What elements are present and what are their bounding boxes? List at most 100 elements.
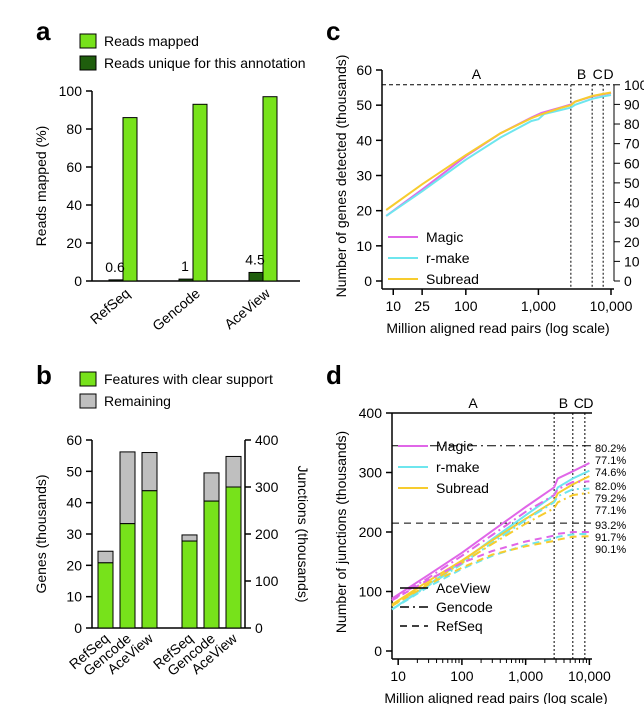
pct-label-magic-refseq: 93.2%: [595, 520, 626, 532]
data-label-unique-refseq: 0.6: [105, 259, 125, 275]
x-tick-label-a: Gencode: [149, 285, 203, 334]
y-tick-label-c-right: 70: [624, 136, 640, 152]
series-line-r-make: [385, 94, 612, 217]
y-tick-label-b-left: 30: [66, 526, 82, 542]
pct-label-magic-gencode: 82.0%: [595, 481, 626, 493]
bar-remaining-aceview: [225, 455, 242, 488]
legend-swatch-clear-support: [79, 371, 97, 387]
series-line-subread: [385, 91, 612, 211]
y-tick-label-b-right: 300: [255, 479, 279, 495]
legend-label-d-magic: Magic: [436, 438, 473, 454]
legend-label-style-aceview: AceView: [436, 580, 491, 596]
y-tick-label-a: 0: [74, 273, 82, 289]
bar-supported-refseq: [97, 562, 114, 629]
bar-unique-refseq: [108, 279, 124, 282]
y-tick-label-c: 60: [356, 62, 372, 78]
legend-swatch-reads-unique: [79, 55, 97, 71]
legend-label-c-subread: Subread: [426, 271, 479, 287]
panel-label-c: c: [326, 16, 340, 46]
legend-swatch-reads-mapped: [79, 33, 97, 49]
y-axis-label-b-right: Junctions (thousands): [295, 466, 311, 603]
legend-label-d-subread: Subread: [436, 480, 489, 496]
legend-label-remaining: Remaining: [104, 393, 171, 409]
y-tick-label-d: 200: [359, 524, 383, 540]
y-tick-label-c: 0: [364, 273, 372, 289]
x-tick-label-d: 10,000: [568, 668, 611, 684]
x-tick-label-c: 10,000: [590, 298, 633, 314]
x-tick-label-d: 10: [390, 668, 406, 684]
y-tick-label-c: 40: [356, 132, 372, 148]
y-axis-label-c: Number of genes detected (thousands): [333, 55, 349, 298]
region-label-c: D: [604, 66, 614, 82]
y-axis-label-b-left: Genes (thousands): [33, 474, 49, 593]
series-line-r-make-gencode: [391, 487, 590, 611]
y-tick-label-b-left: 20: [66, 557, 82, 573]
bar-remaining-gencode: [119, 451, 136, 525]
y-tick-label-c: 20: [356, 203, 372, 219]
legend-label-clear-support: Features with clear support: [104, 371, 273, 387]
series-line-magic: [385, 91, 612, 217]
legend-label-reads-unique: Reads unique for this annotation: [104, 55, 306, 71]
pct-label-r-make-aceview: 77.1%: [595, 455, 626, 467]
y-tick-label-c: 10: [356, 238, 372, 254]
series-line-subread-gencode: [391, 491, 590, 607]
region-label-c: A: [472, 66, 482, 82]
y-axis-label-d: Number of junctions (thousands): [333, 431, 349, 633]
y-tick-label-a: 60: [66, 159, 82, 175]
y-tick-label-c-right: 20: [624, 234, 640, 250]
x-tick-label-c: 100: [454, 298, 478, 314]
bar-supported-gencode: [203, 500, 220, 629]
bar-unique-gencode: [178, 278, 194, 282]
bar-supported-aceview: [141, 490, 158, 629]
pct-label-r-make-gencode: 79.2%: [595, 493, 626, 505]
pct-label-magic-aceview: 80.2%: [595, 443, 626, 455]
region-label-d: B: [559, 395, 568, 411]
x-tick-label-d: 100: [450, 668, 474, 684]
pct-label-r-make-refseq: 91.7%: [595, 532, 626, 544]
legend-label-reads-mapped: Reads mapped: [104, 33, 199, 49]
y-tick-label-c-right: 10: [624, 253, 640, 269]
bar-mapped-gencode: [192, 103, 208, 282]
y-tick-label-c-right: 100: [624, 77, 644, 93]
y-tick-label-c-right: 40: [624, 195, 640, 211]
bar-mapped-aceview: [262, 96, 278, 282]
bar-remaining-aceview: [141, 452, 158, 492]
y-tick-label-c-right: 90: [624, 96, 640, 112]
legend-label-c-r-make: r-make: [426, 250, 470, 266]
y-tick-label-d: 100: [359, 584, 383, 600]
legend-label-style-gencode: Gencode: [436, 599, 493, 615]
region-label-c: C: [593, 66, 603, 82]
series-line-magic-refseq: [391, 531, 590, 602]
y-tick-label-c-right: 60: [624, 155, 640, 171]
region-label-d: A: [468, 395, 478, 411]
x-tick-label-a: RefSeq: [87, 285, 133, 327]
pct-label-subread-aceview: 74.6%: [595, 467, 626, 479]
x-tick-label-d: 1,000: [508, 668, 543, 684]
series-line-r-make-refseq: [391, 532, 590, 611]
series-line-r-make-aceview: [391, 469, 590, 611]
pct-label-subread-gencode: 77.1%: [595, 505, 626, 517]
x-axis-label-d: Million aligned read pairs (log scale): [384, 690, 607, 704]
legend-swatch-remaining: [79, 393, 97, 409]
series-line-magic-aceview: [391, 462, 590, 600]
region-label-c: B: [577, 66, 586, 82]
y-tick-label-b-left: 50: [66, 463, 82, 479]
y-tick-label-d: 300: [359, 465, 383, 481]
region-label-d: D: [583, 395, 593, 411]
y-tick-label-b-right: 100: [255, 573, 279, 589]
x-axis-label-c: Million aligned read pairs (log scale): [386, 320, 609, 336]
y-tick-label-b-right: 200: [255, 526, 279, 542]
series-line-subread-refseq: [391, 535, 590, 607]
bar-remaining-gencode: [203, 472, 220, 502]
y-tick-label-c-right: 80: [624, 116, 640, 132]
data-label-unique-aceview: 4.5: [245, 251, 265, 267]
x-tick-label-c: 25: [414, 298, 430, 314]
legend-label-c-magic: Magic: [426, 229, 463, 245]
legend-label-d-r-make: r-make: [436, 459, 480, 475]
y-tick-label-a: 40: [66, 197, 82, 213]
bar-remaining-refseq: [181, 534, 198, 542]
y-tick-label-d: 0: [374, 643, 382, 659]
y-tick-label-d: 400: [359, 405, 383, 421]
bar-supported-gencode: [119, 523, 136, 629]
bar-supported-refseq: [181, 540, 198, 629]
